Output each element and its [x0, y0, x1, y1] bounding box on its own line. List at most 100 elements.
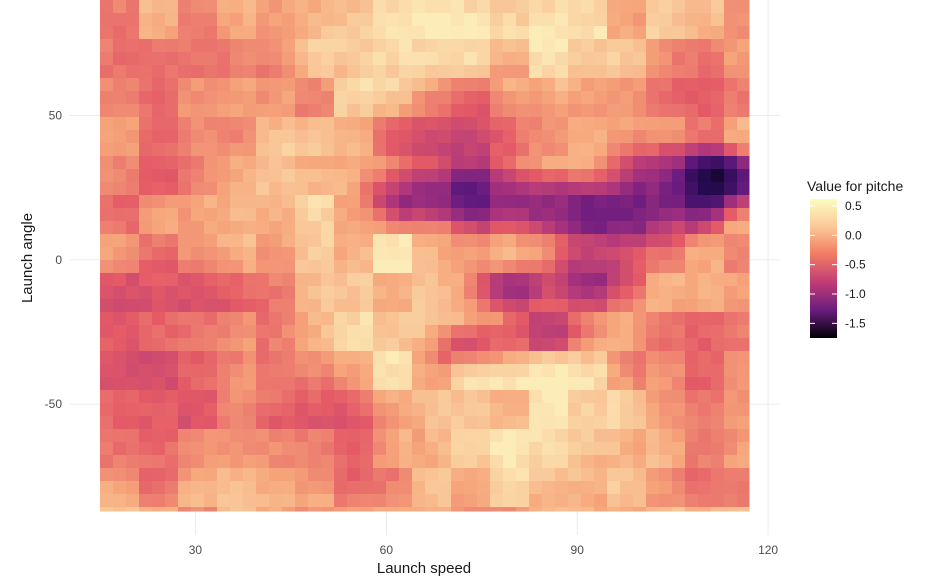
- heatmap-cell: [542, 351, 556, 365]
- heatmap-cell: [178, 442, 192, 456]
- heatmap-cell: [126, 13, 140, 27]
- heatmap-cell: [191, 494, 205, 508]
- heatmap-cell: [308, 442, 322, 456]
- heatmap-cell: [256, 65, 270, 79]
- heatmap-cell: [360, 39, 374, 53]
- heatmap-cell: [334, 273, 348, 287]
- heatmap-cell: [308, 52, 322, 66]
- heatmap-cell: [724, 416, 738, 430]
- heatmap-cell: [542, 260, 556, 274]
- heatmap-cell: [217, 260, 231, 274]
- heatmap-cell: [490, 143, 504, 157]
- heatmap-cell: [620, 247, 634, 261]
- heatmap-cell: [711, 78, 725, 92]
- heatmap-cell: [282, 338, 296, 352]
- heatmap-cell: [230, 26, 244, 40]
- heatmap-cell: [399, 39, 413, 53]
- heatmap-cell: [620, 156, 634, 170]
- heatmap-cell: [412, 299, 426, 313]
- heatmap-cell: [555, 78, 569, 92]
- heatmap-cell: [503, 364, 517, 378]
- heatmap-cell: [620, 364, 634, 378]
- heatmap-cell: [646, 39, 660, 53]
- heatmap-cell: [126, 273, 140, 287]
- heatmap-cell: [477, 364, 491, 378]
- heatmap-cell: [451, 91, 465, 105]
- heatmap-cell: [152, 221, 166, 235]
- heatmap-cell: [438, 286, 452, 300]
- heatmap-cell: [620, 169, 634, 183]
- heatmap-cell: [360, 403, 374, 417]
- heatmap-cell: [438, 273, 452, 287]
- heatmap-cell: [178, 39, 192, 53]
- heatmap-cell: [282, 234, 296, 248]
- heatmap-cell: [269, 13, 283, 27]
- heatmap-cell: [399, 325, 413, 339]
- heatmap-cell: [204, 52, 218, 66]
- heatmap-cell: [373, 117, 387, 131]
- heatmap-cell: [347, 481, 361, 495]
- heatmap-cell: [633, 351, 647, 365]
- heatmap-cell: [438, 104, 452, 118]
- heatmap-cell: [646, 299, 660, 313]
- heatmap-cell: [542, 143, 556, 157]
- heatmap-cell: [659, 65, 673, 79]
- heatmap-cell: [477, 143, 491, 157]
- heatmap-cell: [256, 156, 270, 170]
- heatmap-cell: [438, 169, 452, 183]
- heatmap-cell: [620, 494, 634, 508]
- heatmap-cell: [243, 169, 257, 183]
- heatmap-cell: [542, 494, 556, 508]
- heatmap-cell: [711, 494, 725, 508]
- heatmap-cell: [724, 364, 738, 378]
- heatmap-cell: [308, 416, 322, 430]
- heatmap-cell: [633, 403, 647, 417]
- heatmap-cell: [230, 299, 244, 313]
- heatmap-cell: [308, 403, 322, 417]
- heatmap-cell: [490, 169, 504, 183]
- heatmap-cell: [191, 286, 205, 300]
- heatmap-cell: [139, 52, 153, 66]
- heatmap-cell: [126, 130, 140, 144]
- heatmap-cell: [659, 234, 673, 248]
- heatmap-cell: [620, 416, 634, 430]
- heatmap-cell: [620, 390, 634, 404]
- heatmap-cell: [568, 455, 582, 469]
- heatmap-cell: [607, 390, 621, 404]
- heatmap-cell: [360, 234, 374, 248]
- heatmap-cell: [230, 65, 244, 79]
- heatmap-cell: [295, 507, 309, 512]
- heatmap-cell: [698, 0, 712, 14]
- heatmap-cell: [399, 234, 413, 248]
- heatmap-cell: [334, 91, 348, 105]
- heatmap-cell: [230, 364, 244, 378]
- heatmap-cell: [113, 0, 127, 14]
- heatmap-cell: [321, 494, 335, 508]
- heatmap-cell: [529, 169, 543, 183]
- heatmap-cell: [386, 364, 400, 378]
- heatmap-cell: [711, 273, 725, 287]
- heatmap-cell: [308, 247, 322, 261]
- heatmap-cell: [165, 182, 179, 196]
- heatmap-cell: [230, 442, 244, 456]
- heatmap-cell: [321, 104, 335, 118]
- heatmap-cell: [555, 260, 569, 274]
- heatmap-cell: [373, 39, 387, 53]
- heatmap-cell: [204, 13, 218, 27]
- heatmap-cell: [152, 429, 166, 443]
- heatmap-cell: [477, 403, 491, 417]
- heatmap-cell: [204, 208, 218, 222]
- heatmap-cell: [581, 325, 595, 339]
- heatmap-cell: [555, 208, 569, 222]
- heatmap-cell: [451, 234, 465, 248]
- heatmap-cell: [555, 0, 569, 14]
- heatmap-cell: [503, 260, 517, 274]
- heatmap-cell: [269, 39, 283, 53]
- heatmap-cell: [399, 377, 413, 391]
- heatmap-cell: [711, 325, 725, 339]
- heatmap-cell: [360, 299, 374, 313]
- heatmap-cell: [503, 208, 517, 222]
- heatmap-cell: [685, 416, 699, 430]
- heatmap-cell: [100, 377, 114, 391]
- heatmap-cell: [113, 13, 127, 27]
